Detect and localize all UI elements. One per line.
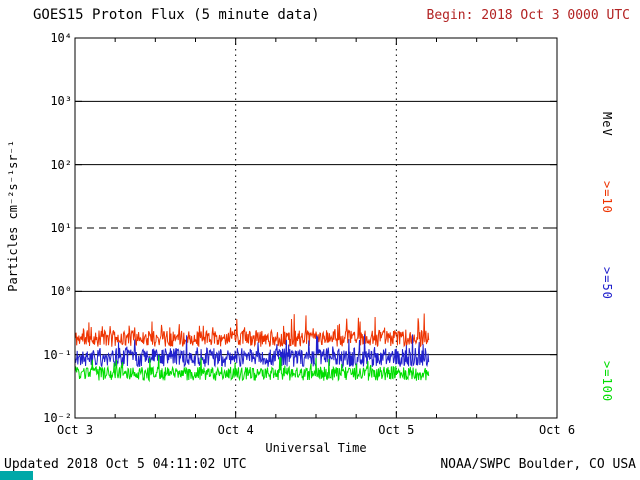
y-tick-label: 10² [50,157,72,172]
right-axis-label-10: >=10 [600,181,614,215]
series-line-100-mev [74,355,430,383]
y-tick-label: 10³ [50,94,72,109]
right-axis-label-mev: MeV [600,112,614,137]
bottom-left-artifact [0,471,33,480]
y-axis-label: Particles cm⁻²s⁻¹sr⁻¹ [6,140,20,292]
x-tick-label: Oct 3 [56,423,94,437]
y-tick-label: 10⁻¹ [43,347,72,362]
x-tick-label: Oct 5 [378,423,415,437]
x-tick-label: Oct 6 [538,423,576,437]
y-tick-label: 10⁴ [50,31,72,45]
chart-title: GOES15 Proton Flux (5 minute data) [33,7,320,23]
credit-label: NOAA/SWPC Boulder, CO USA [440,457,636,472]
right-axis-label-50: >=50 [600,266,614,300]
x-tick-label: Oct 4 [217,423,254,437]
x-axis-label: Universal Time [265,441,367,455]
updated-timestamp: Updated 2018 Oct 5 04:11:02 UTC [4,457,247,472]
begin-label: Begin: 2018 Oct 3 0000 UTC [426,8,631,23]
series-line-10-mev [74,313,430,348]
right-axis-label-100: >=100 [600,361,614,403]
y-tick-label: 10⁰ [50,284,72,299]
plot-border [74,37,558,419]
series-line-50-mev [74,334,430,369]
y-tick-label: 10⁻² [43,411,72,425]
y-tick-label: 10¹ [50,221,72,235]
